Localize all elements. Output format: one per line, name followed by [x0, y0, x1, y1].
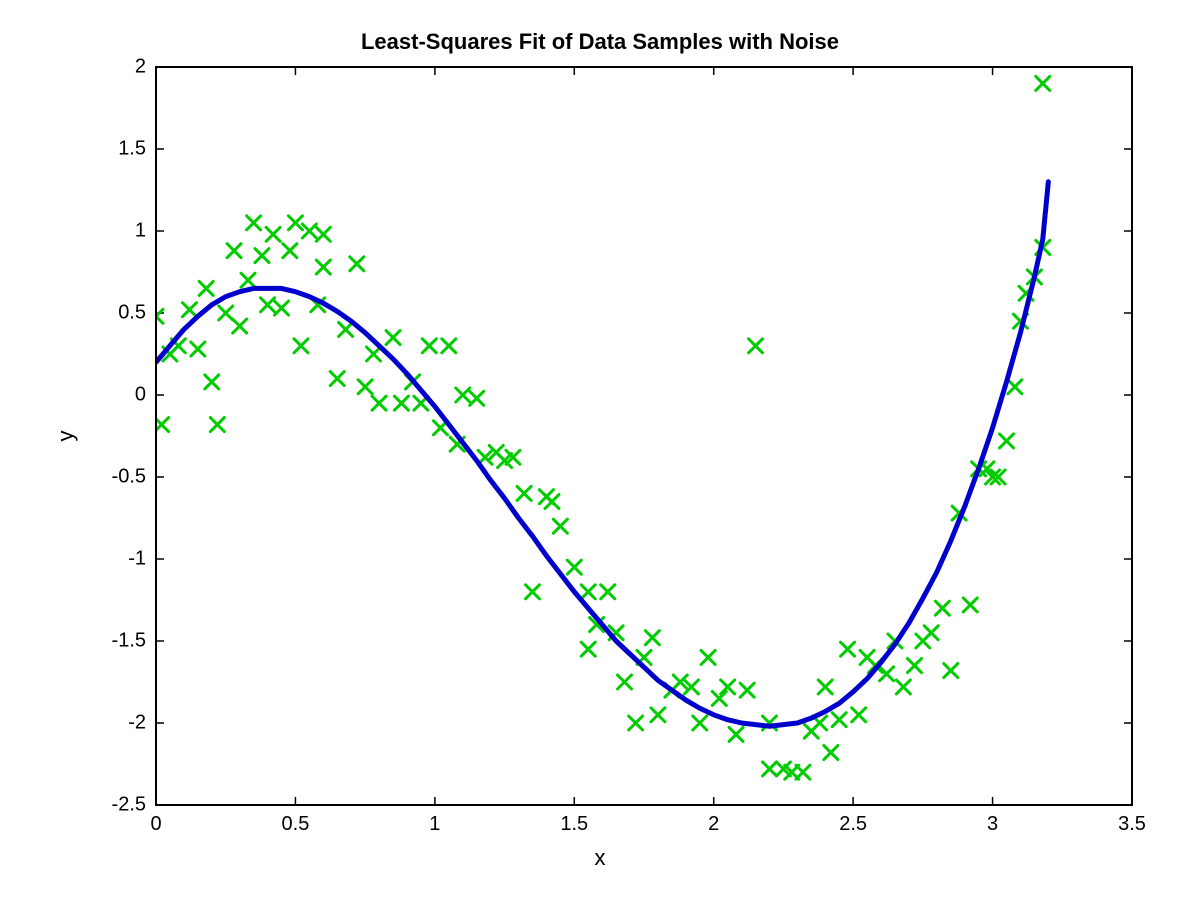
y-tick-label: 1	[135, 220, 146, 243]
y-tick-label: -2	[128, 712, 146, 735]
x-tick-label: 1.5	[560, 813, 588, 836]
x-tick-label: 0.5	[282, 813, 310, 836]
x-tick-label: 2	[708, 813, 719, 836]
y-tick-label: 0	[135, 384, 146, 407]
y-tick-label: 1.5	[118, 138, 146, 161]
y-tick-label: -0.5	[112, 466, 146, 489]
x-tick-label: 3	[987, 813, 998, 836]
x-tick-label: 1	[429, 813, 440, 836]
y-tick-label: 0.5	[118, 302, 146, 325]
x-tick-label: 2.5	[839, 813, 867, 836]
y-tick-label: -2.5	[112, 794, 146, 817]
y-tick-label: -1	[128, 548, 146, 571]
x-tick-label: 3.5	[1118, 813, 1146, 836]
x-tick-label: 0	[150, 813, 161, 836]
y-tick-label: 2	[135, 56, 146, 79]
y-tick-label: -1.5	[112, 630, 146, 653]
figure: Least-Squares Fit of Data Samples with N…	[0, 0, 1200, 900]
plot-area	[0, 0, 1200, 900]
